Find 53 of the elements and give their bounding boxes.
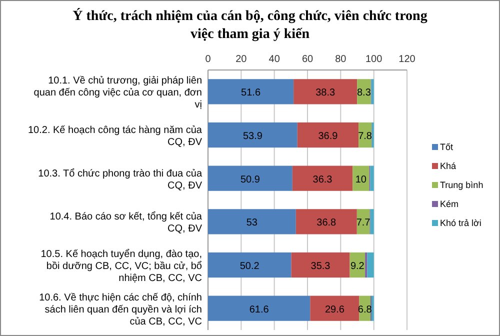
bar [371, 79, 374, 104]
legend-label: Khó trả lời [440, 218, 482, 228]
data-label: 9.2 [350, 261, 365, 272]
bar [291, 252, 350, 278]
bar [208, 252, 292, 278]
x-tick-label: 20 [236, 54, 248, 65]
bar [294, 79, 358, 104]
x-tick-label: 40 [268, 54, 280, 65]
y-tick-label: 10.4. Báo cáo sơ kết, tổng kết của CQ, ĐV [50, 210, 202, 235]
bar [292, 166, 353, 191]
legend-label: Trung bình [440, 180, 484, 190]
data-label: 29.6 [324, 304, 345, 316]
data-label: 51.6 [241, 88, 261, 99]
bar [370, 209, 374, 234]
y-tick-label: 10.3. Tổ chức phong trào thi đua của CQ, ĐV [38, 167, 202, 192]
x-tick-label: 80 [335, 54, 347, 65]
x-tick-label: 0 [205, 54, 212, 65]
data-label: 61.6 [249, 304, 270, 316]
data-label: 10 [355, 174, 367, 186]
bar [208, 122, 298, 148]
x-tick-label: 120 [398, 54, 416, 65]
bar [297, 122, 359, 148]
data-label: 50.2 [240, 261, 260, 272]
y-tick-label: 10.6. Về thực hiện các chế độ, chính sách liên quan đến quyền và lợi ích của CB, CC, VC [39, 292, 202, 328]
x-tick-label: 100 [365, 54, 383, 65]
bar [208, 209, 296, 234]
data-label: 38.3 [316, 88, 336, 99]
x-tick-label: 60 [302, 54, 314, 65]
bar [208, 166, 292, 191]
data-label: 7.7 [356, 218, 371, 229]
bar [367, 252, 374, 278]
data-label: 35.3 [310, 261, 331, 272]
data-label: 36.3 [312, 174, 333, 186]
data-label: 53 [246, 218, 258, 229]
legend-label: Tốt [440, 142, 454, 152]
y-tick-label: 10.2. Kế hoạch công tác hàng năm của CQ, ĐV [28, 125, 202, 148]
data-label: 36.8 [316, 218, 337, 229]
bar [352, 166, 370, 191]
chart-title: Ý thức, trách nhiệm của cán bộ, công chức, viên chức trong việc tham gia ý kiến [72, 7, 428, 42]
bar [208, 296, 310, 321]
legend-label: Kém [440, 199, 459, 209]
bar [370, 166, 374, 191]
data-label: 8.3 [357, 88, 372, 99]
bar [310, 296, 360, 321]
data-label: 36.9 [318, 131, 338, 142]
y-tick-label: 10.1. Về chủ trương, giải pháp liên quan đến công việc của cơ quan, đơn vị [34, 76, 202, 111]
bar [208, 79, 294, 104]
bar [296, 209, 357, 234]
y-tick-label: 10.5. Kế hoạch tuyển dụng, đào tạo, bồi dưỡng CB, CC, VC; bầu cử, bổ nhiệm CB, CC, VC [40, 248, 202, 284]
data-label: 7.8 [358, 131, 372, 142]
data-label: 50.9 [240, 174, 260, 186]
legend-label: Khá [440, 161, 456, 171]
data-label: 53.9 [242, 131, 263, 142]
